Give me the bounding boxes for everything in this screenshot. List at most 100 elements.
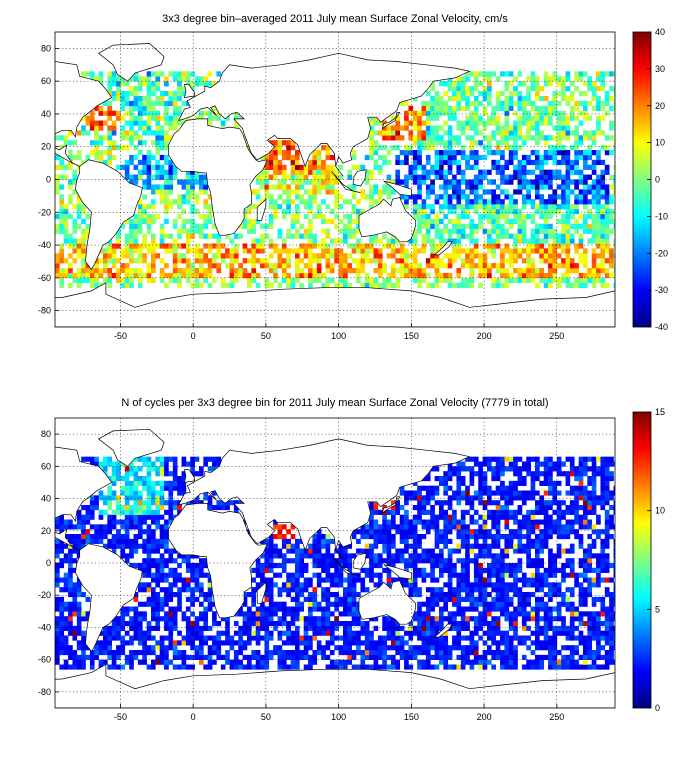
heatmap-cell (443, 524, 449, 530)
heatmap-cell (600, 263, 606, 269)
heatmap-cell (277, 140, 283, 146)
heatmap-cell (242, 209, 248, 215)
heatmap-cell (417, 204, 422, 210)
heatmap-cell (76, 553, 82, 559)
heatmap-cell (412, 263, 418, 269)
heatmap-cell (185, 238, 191, 244)
heatmap-cell (504, 140, 510, 146)
heatmap-cell (443, 582, 449, 588)
heatmap-cell (574, 228, 579, 234)
heatmap-cell (159, 233, 165, 239)
heatmap-cell (460, 233, 466, 239)
heatmap-cell (137, 159, 143, 166)
heatmap-cell (159, 145, 165, 151)
heatmap-cell (521, 105, 527, 111)
heatmap-cell (81, 233, 86, 239)
heatmap-cell (417, 616, 422, 622)
heatmap-cell (325, 189, 331, 195)
landmass-outline (55, 61, 113, 167)
heatmap-cell (334, 582, 339, 588)
heatmap-cell (72, 659, 78, 665)
heatmap-cell (177, 650, 182, 656)
heatmap-cell (343, 553, 348, 559)
heatmap-cell (260, 233, 265, 239)
heatmap-cell (199, 572, 204, 578)
heatmap-cell (460, 179, 466, 185)
heatmap-cell (321, 243, 326, 249)
heatmap-cell (412, 115, 418, 121)
heatmap-cell (487, 209, 492, 215)
heatmap-cell (185, 587, 191, 593)
heatmap-cell (325, 654, 331, 660)
heatmap-cell (316, 553, 322, 559)
heatmap-cell (504, 243, 510, 249)
heatmap-cell (452, 174, 457, 180)
heatmap-cell (325, 553, 331, 559)
heatmap-cell (364, 645, 370, 651)
heatmap-cell (247, 654, 252, 660)
heatmap-cell (347, 596, 353, 602)
heatmap-cell (417, 248, 422, 254)
heatmap-cell (421, 548, 427, 554)
heatmap-cell (59, 253, 65, 259)
heatmap-cell (408, 105, 414, 111)
heatmap-cell (177, 592, 182, 598)
heatmap-cell (299, 233, 305, 239)
heatmap-cell (543, 81, 549, 87)
heatmap-cell (225, 233, 230, 239)
heatmap-cell (199, 174, 204, 180)
heatmap-cell (194, 456, 200, 462)
heatmap-cell (465, 645, 470, 651)
heatmap-cell (321, 159, 326, 166)
heatmap-cell (273, 625, 278, 631)
heatmap-cell (277, 233, 283, 239)
heatmap-cell (63, 582, 69, 588)
heatmap-cell (299, 558, 305, 564)
heatmap-cell (321, 645, 326, 651)
heatmap-cell (535, 209, 540, 215)
heatmap-cell (465, 199, 470, 205)
heatmap-cell (181, 664, 187, 670)
heatmap-cell (321, 248, 326, 254)
heatmap-cell (469, 189, 475, 195)
heatmap-cell (552, 154, 558, 161)
heatmap-cell (120, 135, 126, 141)
heatmap-cell (68, 572, 73, 578)
heatmap-cell (391, 509, 396, 515)
heatmap-cell (535, 154, 540, 161)
heatmap-cell (107, 640, 113, 646)
heatmap-cell (120, 81, 126, 87)
heatmap-cell (417, 194, 422, 200)
heatmap-cell (548, 209, 553, 215)
heatmap-cell (281, 543, 287, 549)
heatmap-cell (220, 120, 226, 126)
heatmap-cell (216, 630, 222, 636)
heatmap-cell (177, 490, 182, 496)
heatmap-cell (473, 150, 479, 156)
heatmap-cell (325, 145, 331, 151)
heatmap-cell (596, 184, 601, 190)
heatmap-cell (543, 218, 549, 225)
heatmap-cell (308, 601, 313, 607)
heatmap-cell (85, 263, 91, 269)
colorbar-tick-label: -10 (655, 211, 668, 221)
heatmap-cell (63, 268, 69, 274)
heatmap-cell (207, 272, 213, 279)
heatmap-cell (412, 174, 418, 180)
heatmap-cell (172, 625, 178, 631)
heatmap-cell (500, 169, 505, 175)
heatmap-cell (565, 248, 571, 254)
heatmap-cell (500, 150, 505, 156)
heatmap-cell (578, 253, 584, 259)
heatmap-cell (548, 100, 553, 107)
heatmap-cell (408, 110, 414, 116)
heatmap-cell (425, 625, 431, 631)
heatmap-cell (473, 110, 479, 116)
heatmap-cell (155, 621, 161, 627)
heatmap-cell (452, 189, 457, 195)
heatmap-cell (460, 145, 466, 151)
heatmap-cell (321, 621, 326, 627)
heatmap-cell (137, 253, 143, 259)
heatmap-cell (207, 110, 213, 116)
heatmap-cell (295, 548, 300, 554)
